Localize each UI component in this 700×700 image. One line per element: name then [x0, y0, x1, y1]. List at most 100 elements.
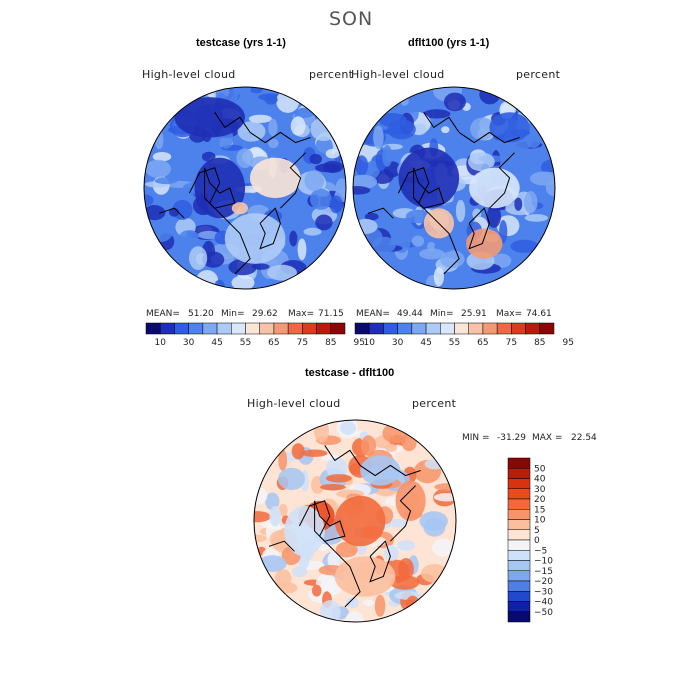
- colorbar-swatch: [507, 488, 531, 500]
- field-patch: [345, 611, 364, 622]
- field-patch: [455, 199, 466, 222]
- panel3-max-label: MAX =: [532, 433, 563, 443]
- field-patch: [149, 219, 174, 242]
- field-patch: [499, 220, 508, 244]
- field-patch: [264, 95, 278, 105]
- field-patch: [303, 227, 322, 236]
- coastline: [249, 131, 311, 144]
- field-patch: [353, 174, 378, 189]
- field-patch: [411, 235, 425, 247]
- colorbar-swatch: [539, 322, 555, 335]
- field-patch: [273, 582, 298, 594]
- colorbar-swatch: [302, 322, 317, 335]
- colorbar-tick-label: 10: [534, 516, 546, 526]
- field-patch: [355, 155, 369, 176]
- colorbar-swatch: [259, 322, 275, 335]
- field-patch: [486, 204, 501, 228]
- colorbar-tick-label: 55: [449, 338, 460, 348]
- field-region: [231, 202, 248, 215]
- field-patch: [353, 218, 378, 234]
- field-region: [360, 455, 401, 486]
- colorbar-swatch: [507, 591, 531, 602]
- field-patch: [326, 474, 352, 483]
- colorbar-tick-label: 10: [154, 338, 166, 348]
- coastline: [204, 167, 236, 209]
- colorbar-swatch: [330, 322, 346, 335]
- field-patch: [523, 191, 538, 214]
- colorbar-tick-label: 20: [534, 495, 546, 505]
- field-patch: [389, 575, 420, 590]
- colorbar-tick-label: 85: [534, 338, 545, 348]
- field-patch: [491, 253, 512, 268]
- colorbar-swatch: [507, 478, 531, 489]
- field-patch: [267, 149, 279, 158]
- colorbar-swatch: [145, 322, 161, 335]
- field-patch: [275, 201, 305, 211]
- field-patch: [179, 230, 199, 244]
- colorbar-tick-label: −30: [534, 587, 553, 597]
- field-patch: [524, 214, 549, 222]
- field-patch: [310, 188, 332, 210]
- field-patch: [520, 149, 547, 168]
- field-patch: [396, 540, 415, 551]
- panel1-mean-label: MEAN=: [146, 309, 180, 319]
- panel3-min-label: MIN =: [462, 433, 490, 443]
- colorbar-swatch: [507, 560, 531, 571]
- field-patch: [382, 145, 393, 167]
- field-region: [395, 480, 426, 521]
- coastline: [367, 207, 394, 219]
- colorbar-tick-label: −15: [534, 567, 553, 577]
- field-patch: [440, 250, 465, 268]
- field-patch: [423, 517, 446, 537]
- panel2-max-value: 74.61: [526, 309, 552, 319]
- colorbar-swatch: [507, 509, 531, 520]
- field-patch: [176, 168, 201, 185]
- colorbar-swatch: [507, 468, 531, 479]
- field-patch: [479, 87, 501, 105]
- field-patch: [365, 160, 380, 179]
- colorbar-2: 10 30 45 55 65 75 85 95: [354, 322, 574, 348]
- colorbar-swatch: [507, 601, 531, 612]
- map-border: [352, 86, 556, 290]
- field-patch: [320, 484, 346, 491]
- field-patch: [362, 599, 375, 606]
- field-patch: [196, 270, 219, 289]
- field-patch: [388, 518, 408, 528]
- field-patch: [364, 212, 379, 221]
- panel1-max-label: Max=: [288, 309, 315, 319]
- figure-title: SON: [329, 8, 374, 30]
- field-patch: [268, 118, 278, 137]
- field-region: [466, 228, 503, 259]
- coastline: [423, 112, 460, 133]
- field-patch: [433, 493, 456, 502]
- field-patch: [311, 584, 322, 597]
- field-patch: [197, 230, 220, 240]
- field-patch: [432, 538, 454, 557]
- map-panel-3: [253, 419, 457, 623]
- colorbar-tick-label: 10: [363, 338, 375, 348]
- field-patch: [529, 171, 555, 186]
- field-patch: [304, 170, 325, 192]
- field-patch: [254, 511, 271, 523]
- field-patch: [314, 420, 329, 443]
- colorbar-tick-label: 5: [534, 526, 540, 536]
- colorbar-swatch: [216, 322, 232, 335]
- field-patch: [346, 597, 359, 609]
- panel2-min-value: 25.91: [461, 309, 487, 319]
- field-patch: [441, 126, 450, 134]
- colorbar-swatch: [231, 322, 246, 335]
- field-patch: [294, 107, 315, 119]
- field-patch: [145, 159, 172, 178]
- colorbar-tick-label: 0: [534, 536, 540, 546]
- colorbar-tick-label: 75: [297, 338, 308, 348]
- colorbar-tick-label: 95: [562, 338, 573, 348]
- field-patch: [434, 483, 456, 491]
- colorbar-tick-label: 55: [240, 338, 251, 348]
- field-patch: [329, 195, 343, 214]
- coastline: [268, 540, 295, 552]
- field-patch: [315, 163, 341, 173]
- colorbar-tick-label: −5: [534, 546, 547, 556]
- colorbar-swatch: [174, 322, 189, 335]
- field-patch: [301, 449, 328, 457]
- field-patch: [268, 138, 279, 149]
